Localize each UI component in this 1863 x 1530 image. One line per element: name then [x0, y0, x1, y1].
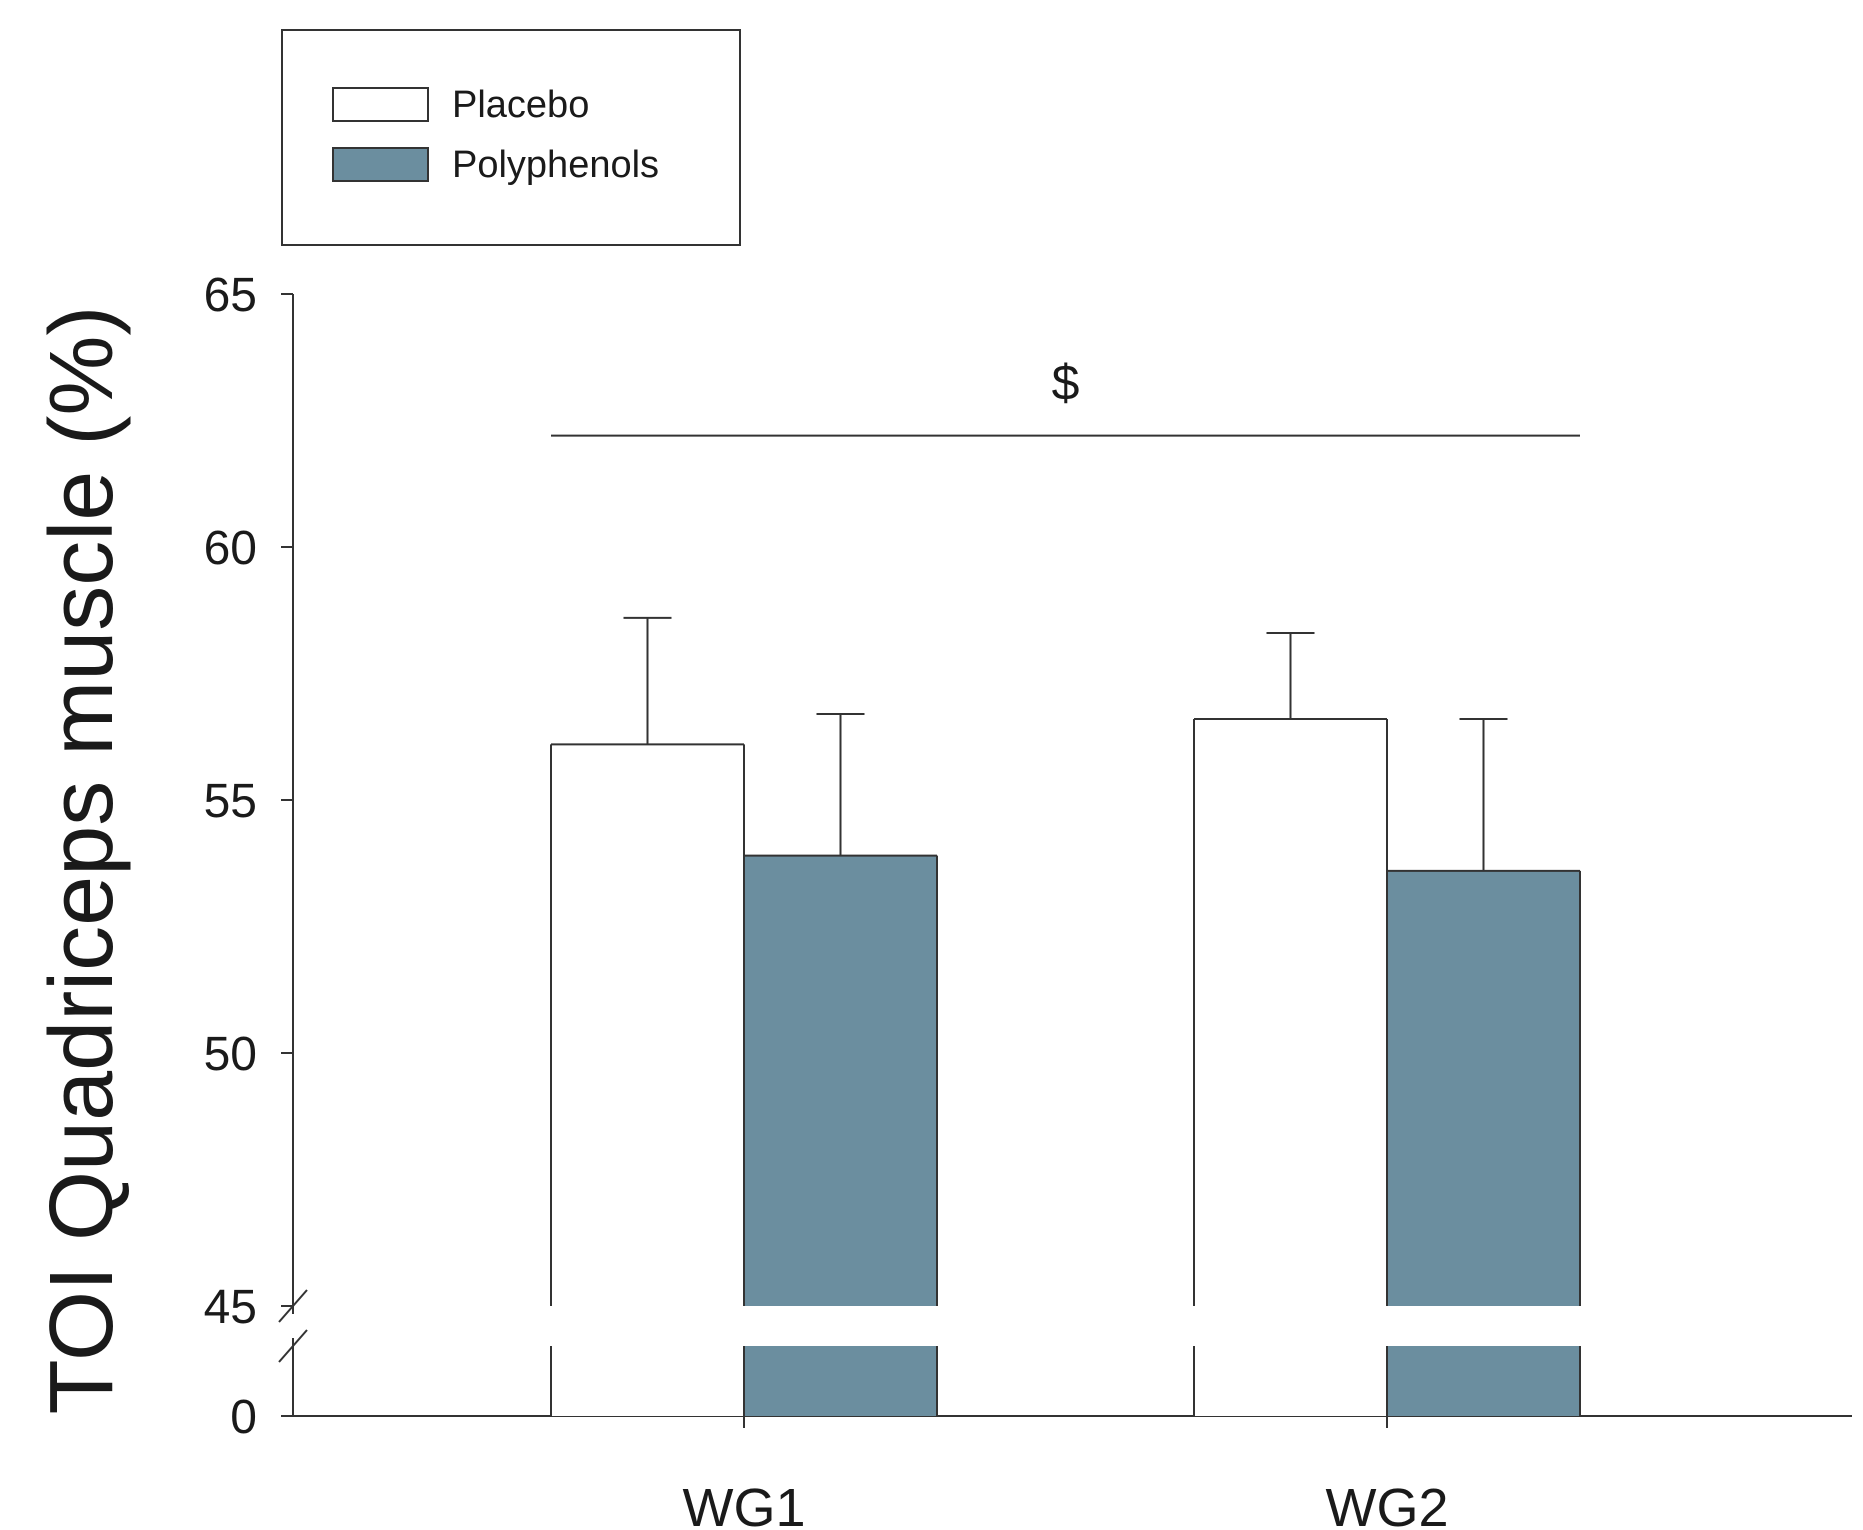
- x-tick-label-wg2: WG2: [1325, 1478, 1448, 1530]
- legend-box: [281, 29, 741, 246]
- axis-break-mark: [278, 1329, 308, 1363]
- y-tick-label: 0: [230, 1391, 257, 1444]
- bar-lower-polyphenols-wg2: [1387, 1346, 1580, 1416]
- legend: Placebo Polyphenols: [332, 84, 659, 186]
- bar-polyphenols-wg1: [744, 855, 937, 1306]
- x-tick-label-wg1: WG1: [682, 1478, 805, 1530]
- y-tick-label: 65: [204, 269, 257, 322]
- bar-polyphenols-wg2: [1387, 870, 1580, 1306]
- y-tick-label: 55: [204, 775, 257, 828]
- bar-placebo-wg2: [1194, 719, 1387, 1306]
- y-axis-label: TOI Quadriceps muscle (%): [32, 306, 132, 1415]
- error-bars: [623, 616, 1508, 871]
- bar-lower-placebo-wg1: [551, 1346, 744, 1416]
- legend-label-placebo: Placebo: [452, 84, 589, 126]
- legend-swatch-placebo: [332, 87, 429, 122]
- y-tick-label: 50: [204, 1028, 257, 1081]
- bar-lower-placebo-wg2: [1194, 1346, 1387, 1416]
- axes: 65 60 55 50 45 0 WG1 WG2: [204, 269, 1852, 1530]
- significance-symbol: $: [1052, 355, 1080, 411]
- legend-swatch-polyphenols: [332, 147, 429, 182]
- legend-label-polyphenols: Polyphenols: [452, 144, 659, 186]
- significance-annotation: $: [551, 355, 1580, 437]
- bars: [550, 718, 1581, 1416]
- y-tick-label: 45: [204, 1281, 257, 1334]
- bar-lower-polyphenols-wg1: [744, 1346, 937, 1416]
- y-tick-label: 60: [204, 522, 257, 575]
- bar-placebo-wg1: [551, 744, 744, 1306]
